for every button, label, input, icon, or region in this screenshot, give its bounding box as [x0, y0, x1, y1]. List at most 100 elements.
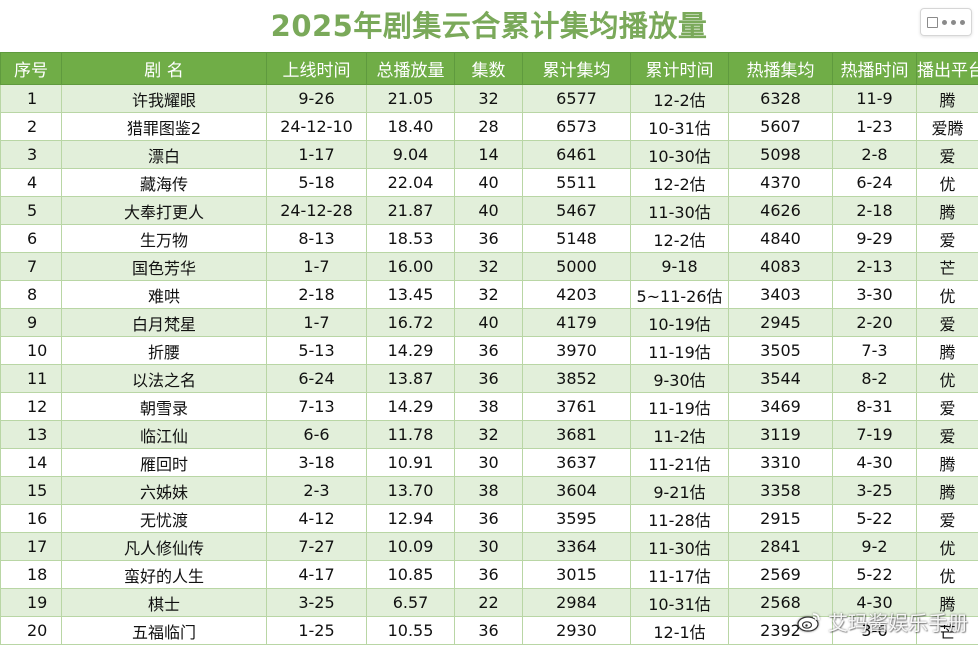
cumulative-avg-cell: 5467	[523, 197, 631, 225]
platform-cell: 爱	[917, 505, 978, 533]
total-views-cell: 9.04	[367, 141, 455, 169]
launch-date-cell: 4-17	[267, 561, 367, 589]
peak-date-cell: 8-2	[833, 365, 917, 393]
platform-cell: 优	[917, 533, 978, 561]
total-views-cell: 10.91	[367, 449, 455, 477]
peak-avg-cell: 4840	[729, 225, 833, 253]
rank-cell: 5	[1, 197, 62, 225]
peak-avg-cell: 3119	[729, 421, 833, 449]
launch-date-cell: 8-13	[267, 225, 367, 253]
drama-title-cell: 六姊妹	[62, 477, 267, 505]
total-views-cell: 11.78	[367, 421, 455, 449]
episodes-cell: 36	[455, 561, 523, 589]
rank-cell: 18	[1, 561, 62, 589]
zoom-dot-icon	[960, 20, 965, 25]
drama-title-cell: 凡人修仙传	[62, 533, 267, 561]
platform-cell: 爱	[917, 393, 978, 421]
cumulative-avg-cell: 4203	[523, 281, 631, 309]
peak-date-cell: 7-19	[833, 421, 917, 449]
cumulative-avg-cell: 3595	[523, 505, 631, 533]
platform-cell: 爱	[917, 225, 978, 253]
column-header: 热播集均	[729, 53, 833, 85]
rank-cell: 20	[1, 617, 62, 645]
drama-title-cell: 雁回时	[62, 449, 267, 477]
episodes-cell: 36	[455, 617, 523, 645]
total-views-cell: 18.53	[367, 225, 455, 253]
total-views-cell: 13.45	[367, 281, 455, 309]
rank-cell: 17	[1, 533, 62, 561]
peak-date-cell: 3-30	[833, 281, 917, 309]
platform-cell: 芒	[917, 253, 978, 281]
weibo-logo-icon	[796, 609, 822, 635]
column-header: 上线时间	[267, 53, 367, 85]
peak-date-cell: 5-22	[833, 505, 917, 533]
peak-date-cell: 8-31	[833, 393, 917, 421]
rank-cell: 14	[1, 449, 62, 477]
cumulative-date-cell: 11-17估	[631, 561, 729, 589]
total-views-cell: 10.85	[367, 561, 455, 589]
launch-date-cell: 1-17	[267, 141, 367, 169]
peak-avg-cell: 3505	[729, 337, 833, 365]
rank-cell: 9	[1, 309, 62, 337]
launch-date-cell: 5-13	[267, 337, 367, 365]
drama-title-cell: 大奉打更人	[62, 197, 267, 225]
total-views-cell: 12.94	[367, 505, 455, 533]
drama-title-cell: 国色芳华	[62, 253, 267, 281]
cumulative-avg-cell: 4179	[523, 309, 631, 337]
column-header: 总播放量	[367, 53, 455, 85]
column-header: 播出平台	[917, 53, 978, 85]
cumulative-date-cell: 12-2估	[631, 225, 729, 253]
peak-date-cell: 1-23	[833, 113, 917, 141]
platform-cell: 腾	[917, 477, 978, 505]
total-views-cell: 18.40	[367, 113, 455, 141]
launch-date-cell: 24-12-28	[267, 197, 367, 225]
episodes-cell: 28	[455, 113, 523, 141]
peak-avg-cell: 4626	[729, 197, 833, 225]
platform-cell: 优	[917, 169, 978, 197]
launch-date-cell: 6-6	[267, 421, 367, 449]
zoom-control-icon[interactable]	[920, 8, 972, 36]
episodes-cell: 40	[455, 197, 523, 225]
episodes-cell: 40	[455, 309, 523, 337]
launch-date-cell: 24-12-10	[267, 113, 367, 141]
total-views-cell: 21.05	[367, 85, 455, 113]
cumulative-date-cell: 10-19估	[631, 309, 729, 337]
cumulative-avg-cell: 6461	[523, 141, 631, 169]
column-header: 累计集均	[523, 53, 631, 85]
episodes-cell: 36	[455, 225, 523, 253]
episodes-cell: 30	[455, 449, 523, 477]
episodes-cell: 22	[455, 589, 523, 617]
episodes-cell: 38	[455, 477, 523, 505]
cumulative-date-cell: 11-21估	[631, 449, 729, 477]
column-header: 集数	[455, 53, 523, 85]
peak-date-cell: 11-9	[833, 85, 917, 113]
rank-cell: 1	[1, 85, 62, 113]
total-views-cell: 14.29	[367, 393, 455, 421]
cumulative-date-cell: 11-30估	[631, 533, 729, 561]
episodes-cell: 32	[455, 281, 523, 309]
cumulative-avg-cell: 5148	[523, 225, 631, 253]
cumulative-date-cell: 10-31估	[631, 589, 729, 617]
platform-cell: 爱	[917, 309, 978, 337]
rank-cell: 15	[1, 477, 62, 505]
peak-date-cell: 7-3	[833, 337, 917, 365]
cumulative-avg-cell: 3637	[523, 449, 631, 477]
rank-cell: 7	[1, 253, 62, 281]
rank-cell: 16	[1, 505, 62, 533]
drama-title-cell: 无忧渡	[62, 505, 267, 533]
cumulative-date-cell: 9-30估	[631, 365, 729, 393]
drama-title-cell: 折腰	[62, 337, 267, 365]
platform-cell: 腾	[917, 197, 978, 225]
peak-avg-cell: 3310	[729, 449, 833, 477]
